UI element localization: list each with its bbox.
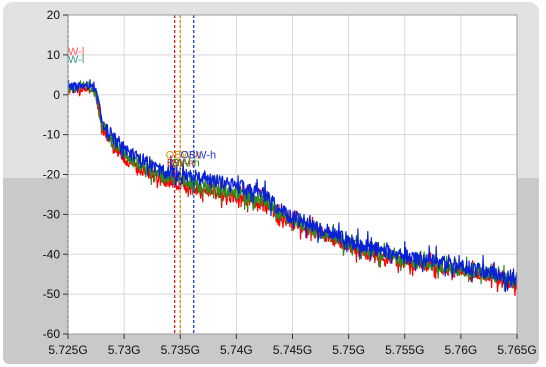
cursor-label: W-l <box>68 54 84 66</box>
x-tick-label: 5.745G <box>273 343 312 357</box>
series-line-3 <box>67 79 518 293</box>
y-tick-label: -40 <box>43 247 61 261</box>
x-tick-label: 5.73G <box>108 343 141 357</box>
cursor-label: BW-h <box>167 158 194 170</box>
y-tick-label: -20 <box>43 168 61 182</box>
y-axis-ticks: 20 10 0 -10 -20 -30 -40 -50 -60 <box>43 8 68 341</box>
x-tick-label: 5.765G <box>497 343 536 357</box>
x-tick-label: 5.74G <box>220 343 253 357</box>
cursor-label: BW-h <box>172 158 199 170</box>
cursor-label: OBW-h <box>180 150 216 162</box>
y-tick-label: 10 <box>47 48 61 62</box>
x-tick-label: 5.725G <box>48 343 87 357</box>
y-tick-label: 20 <box>47 8 61 22</box>
y-tick-label: -30 <box>43 207 61 221</box>
x-axis-ticks: 5.725G 5.73G 5.735G 5.74G 5.745G 5.75G 5.755G 5… <box>48 334 537 357</box>
x-tick-label: 5.75G <box>332 343 365 357</box>
cursor-label: OBW-h <box>166 150 202 162</box>
x-tick-label: 5.76G <box>445 343 478 357</box>
y-tick-label: 0 <box>53 88 60 102</box>
cursor-label: W-l <box>68 46 84 58</box>
y-tick-label: -60 <box>43 327 61 341</box>
x-tick-label: 5.755G <box>385 343 424 357</box>
series-layer <box>67 79 518 297</box>
y-tick-label: -10 <box>43 128 61 142</box>
y-tick-label: -50 <box>43 287 61 301</box>
x-tick-label: 5.735G <box>161 343 200 357</box>
